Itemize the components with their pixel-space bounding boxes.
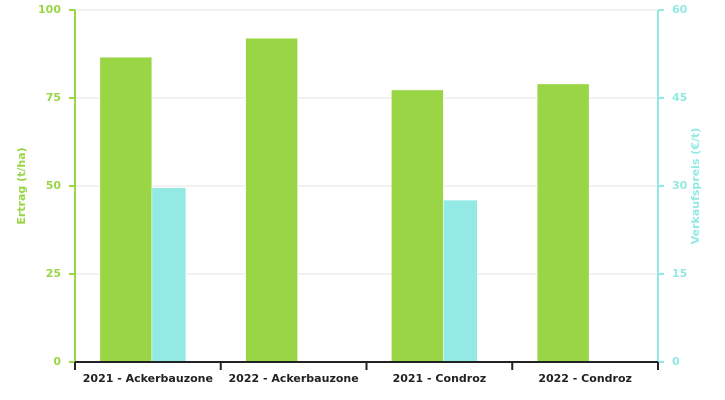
y-tick-label: 50 [46,179,62,192]
bar [245,37,298,363]
y2-tick-label: 30 [672,179,688,192]
y-tick-label: 0 [53,355,61,368]
y2-tick-label: 45 [672,91,687,104]
y-axis-label: Ertrag (t/ha) [15,147,28,224]
bar [536,83,590,363]
x-tick-label: 2021 - Condroz [393,372,487,385]
y2-axis-label: Verkaufspreis (€/t) [689,128,702,245]
x-tick-label: 2021 - Ackerbauzone [83,372,213,385]
y-tick-label: 75 [46,91,61,104]
x-tick-label: 2022 - Condroz [538,372,632,385]
y2-tick-label: 15 [672,267,687,280]
y2-tick-label: 0 [672,355,680,368]
y2-tick-label: 60 [672,3,688,16]
bar [99,56,153,363]
bar [151,187,187,363]
bar [391,89,444,363]
y-tick-label: 100 [38,3,61,16]
bar [443,199,478,363]
x-tick-label: 2022 - Ackerbauzone [229,372,359,385]
y-tick-label: 25 [46,267,61,280]
